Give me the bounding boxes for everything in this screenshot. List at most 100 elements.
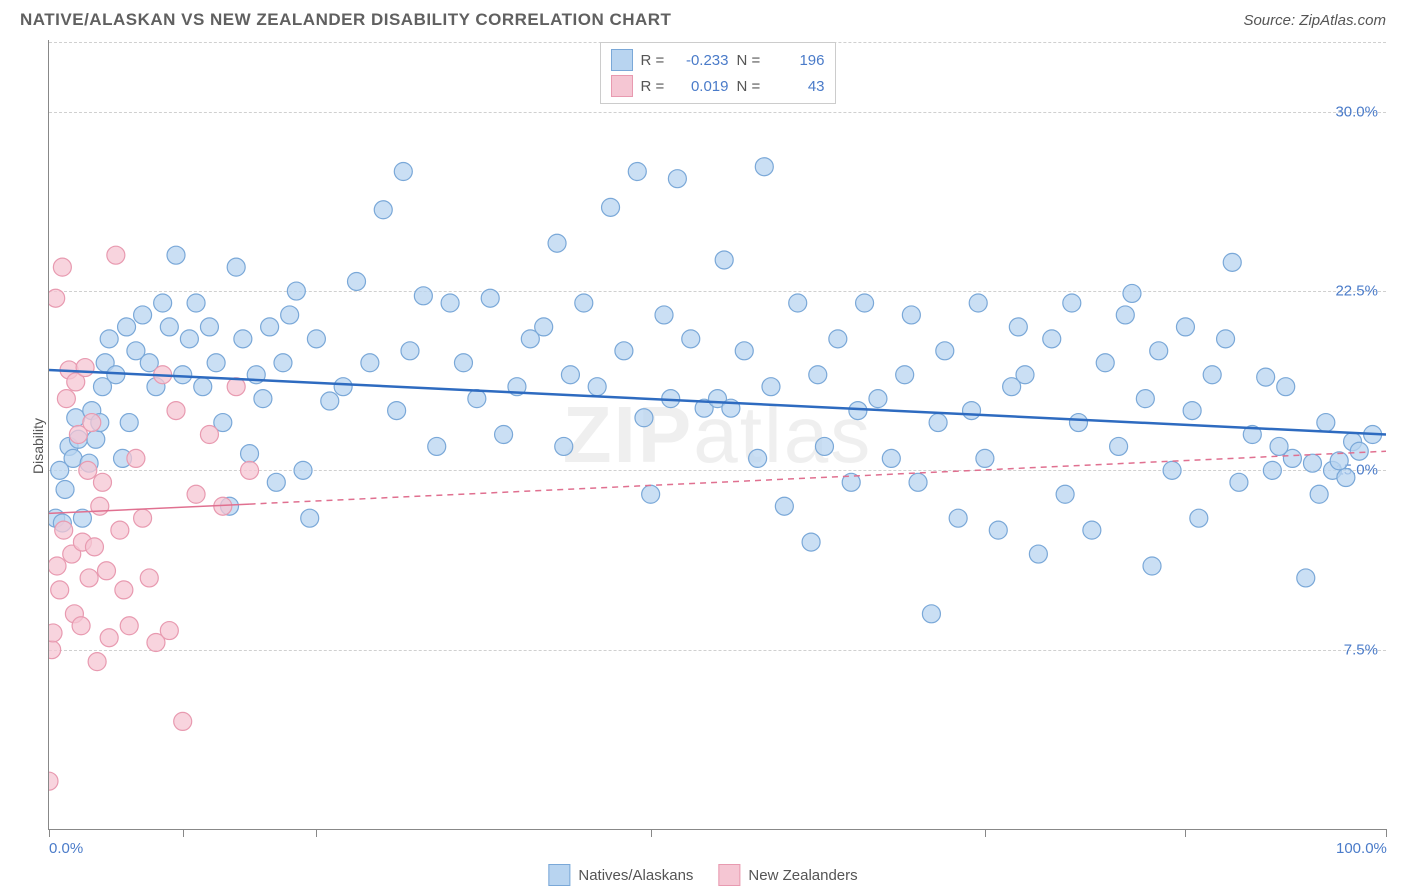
data-point bbox=[963, 402, 981, 420]
data-point bbox=[93, 473, 111, 491]
data-point bbox=[849, 402, 867, 420]
data-point bbox=[134, 306, 152, 324]
data-point bbox=[234, 330, 252, 348]
data-point bbox=[775, 497, 793, 515]
data-point bbox=[56, 480, 74, 498]
data-point bbox=[194, 378, 212, 396]
data-point bbox=[72, 617, 90, 635]
legend-r-label: R = bbox=[641, 52, 671, 69]
x-tick-mark bbox=[985, 829, 986, 837]
data-point bbox=[441, 294, 459, 312]
data-point bbox=[100, 330, 118, 348]
data-point bbox=[495, 426, 513, 444]
data-point bbox=[749, 449, 767, 467]
data-point bbox=[628, 163, 646, 181]
legend-r-value: -0.233 bbox=[679, 52, 729, 69]
data-point bbox=[969, 294, 987, 312]
data-point bbox=[815, 437, 833, 455]
legend-n-label: N = bbox=[737, 78, 767, 95]
data-point bbox=[715, 251, 733, 269]
legend-row: R = 0.019 N = 43 bbox=[611, 73, 825, 99]
data-point bbox=[167, 246, 185, 264]
data-point bbox=[481, 289, 499, 307]
data-point bbox=[49, 772, 58, 790]
data-point bbox=[274, 354, 292, 372]
data-point bbox=[468, 390, 486, 408]
data-point bbox=[1096, 354, 1114, 372]
legend-item: Natives/Alaskans bbox=[548, 864, 693, 886]
data-point bbox=[635, 409, 653, 427]
data-point bbox=[79, 461, 97, 479]
data-point bbox=[1230, 473, 1248, 491]
data-point bbox=[294, 461, 312, 479]
legend-n-label: N = bbox=[737, 52, 767, 69]
chart-title: NATIVE/ALASKAN VS NEW ZEALANDER DISABILI… bbox=[20, 10, 671, 30]
x-tick-label: 0.0% bbox=[49, 840, 83, 857]
data-point bbox=[1257, 368, 1275, 386]
data-point bbox=[241, 461, 259, 479]
data-point bbox=[1337, 469, 1355, 487]
data-point bbox=[287, 282, 305, 300]
data-point bbox=[394, 163, 412, 181]
data-point bbox=[1283, 449, 1301, 467]
data-point bbox=[588, 378, 606, 396]
data-point bbox=[97, 562, 115, 580]
legend-swatch bbox=[548, 864, 570, 886]
data-point bbox=[829, 330, 847, 348]
y-axis-label: Disability bbox=[30, 418, 46, 474]
x-tick-label: 100.0% bbox=[1336, 840, 1387, 857]
data-point bbox=[401, 342, 419, 360]
data-point bbox=[49, 641, 61, 659]
data-point bbox=[254, 390, 272, 408]
data-point bbox=[200, 318, 218, 336]
data-point bbox=[1150, 342, 1168, 360]
data-point bbox=[85, 538, 103, 556]
data-point bbox=[53, 258, 71, 276]
data-point bbox=[180, 330, 198, 348]
x-tick-mark bbox=[1185, 829, 1186, 837]
data-point bbox=[809, 366, 827, 384]
data-point bbox=[802, 533, 820, 551]
data-point bbox=[87, 430, 105, 448]
data-point bbox=[1183, 402, 1201, 420]
data-point bbox=[1016, 366, 1034, 384]
data-point bbox=[1029, 545, 1047, 563]
data-point bbox=[374, 201, 392, 219]
data-point bbox=[154, 294, 172, 312]
x-tick-mark bbox=[183, 829, 184, 837]
data-point bbox=[929, 414, 947, 432]
data-point bbox=[1350, 442, 1368, 460]
data-point bbox=[762, 378, 780, 396]
data-point bbox=[140, 569, 158, 587]
data-point bbox=[100, 629, 118, 647]
data-point bbox=[51, 581, 69, 599]
data-point bbox=[1190, 509, 1208, 527]
data-point bbox=[615, 342, 633, 360]
data-point bbox=[856, 294, 874, 312]
data-point bbox=[561, 366, 579, 384]
correlation-legend: R = -0.233 N = 196 R = 0.019 N = 43 bbox=[600, 42, 836, 104]
data-point bbox=[1317, 414, 1335, 432]
data-point bbox=[55, 521, 73, 539]
data-point bbox=[909, 473, 927, 491]
data-point bbox=[1063, 294, 1081, 312]
data-point bbox=[1303, 454, 1321, 472]
data-point bbox=[321, 392, 339, 410]
data-point bbox=[682, 330, 700, 348]
data-point bbox=[1263, 461, 1281, 479]
data-point bbox=[127, 449, 145, 467]
data-point bbox=[414, 287, 432, 305]
data-point bbox=[575, 294, 593, 312]
data-point bbox=[115, 581, 133, 599]
data-point bbox=[120, 414, 138, 432]
data-point bbox=[548, 234, 566, 252]
data-point bbox=[1176, 318, 1194, 336]
data-point bbox=[1310, 485, 1328, 503]
data-point bbox=[267, 473, 285, 491]
data-point bbox=[902, 306, 920, 324]
data-point bbox=[949, 509, 967, 527]
legend-n-value: 43 bbox=[775, 78, 825, 95]
data-point bbox=[64, 449, 82, 467]
data-point bbox=[307, 330, 325, 348]
data-point bbox=[187, 485, 205, 503]
